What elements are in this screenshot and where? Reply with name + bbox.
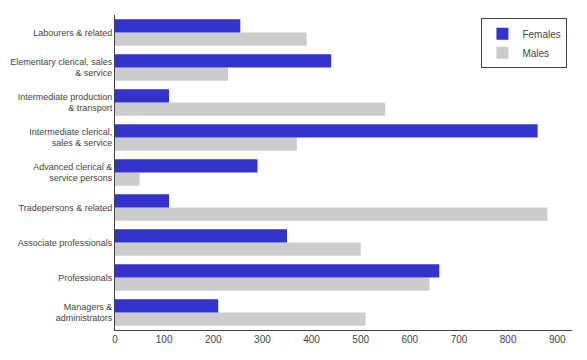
svg-text:Males: Males (522, 48, 549, 59)
svg-text:700: 700 (451, 334, 468, 345)
svg-text:Intermediate production& trans: Intermediate production& transport (18, 92, 113, 114)
svg-text:100: 100 (156, 334, 173, 345)
svg-text:200: 200 (205, 334, 222, 345)
svg-text:600: 600 (401, 334, 418, 345)
svg-text:Associate professionals: Associate professionals (18, 238, 113, 248)
svg-text:Tradepersons & related: Tradepersons & related (18, 203, 112, 213)
svg-text:800: 800 (500, 334, 517, 345)
svg-text:300: 300 (254, 334, 271, 345)
svg-text:900: 900 (549, 334, 566, 345)
svg-text:400: 400 (303, 334, 320, 345)
svg-text:Elementary clerical, sales& se: Elementary clerical, sales& service (10, 57, 113, 79)
svg-text:Professionals: Professionals (58, 273, 113, 283)
svg-text:Intermediate clerical,sales &: Intermediate clerical,sales & service (29, 127, 112, 149)
svg-text:Females: Females (522, 29, 560, 40)
svg-text:0: 0 (112, 334, 118, 345)
svg-text:Managers &administrators: Managers &administrators (56, 302, 113, 324)
svg-text:500: 500 (352, 334, 369, 345)
svg-text:Labourers & related: Labourers & related (33, 28, 112, 38)
svg-text:Advanced clerical &service per: Advanced clerical &service persons (33, 162, 113, 184)
